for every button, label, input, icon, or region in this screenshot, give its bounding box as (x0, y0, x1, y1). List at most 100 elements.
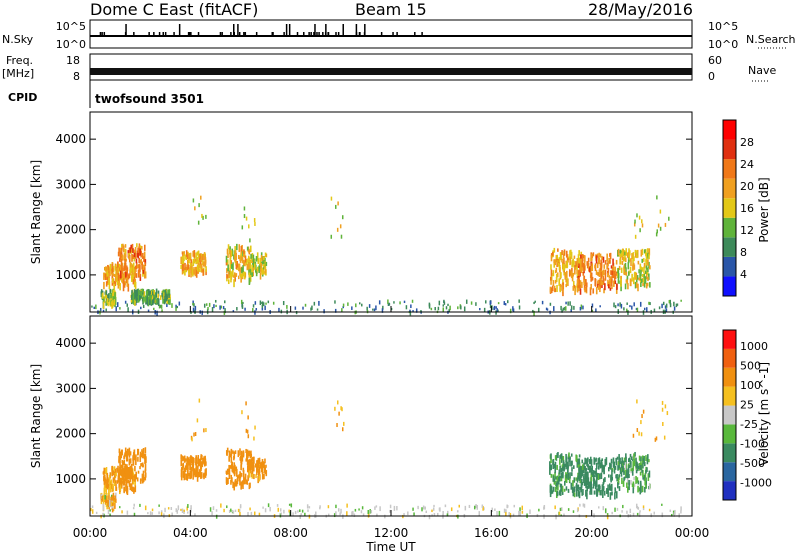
velocity-colorbar-label: Velocity [m s^-1] (757, 362, 771, 466)
data-cell (601, 270, 604, 277)
data-cell (132, 274, 134, 280)
data-cell (564, 306, 566, 311)
data-cell (567, 278, 569, 287)
data-cell (224, 300, 226, 304)
data-cell (292, 512, 294, 517)
data-cell (186, 468, 189, 473)
data-cell (249, 274, 252, 282)
data-cell (109, 509, 111, 512)
data-cell (232, 450, 234, 454)
data-cell (668, 299, 671, 304)
data-cell (642, 258, 645, 262)
data-cell (215, 304, 217, 308)
data-cell (182, 456, 185, 461)
data-cell (562, 263, 565, 272)
data-cell (195, 469, 198, 478)
data-cell (183, 457, 186, 462)
data-cell (124, 248, 127, 254)
data-cell (128, 247, 131, 254)
data-cell (575, 265, 578, 270)
data-cell (587, 257, 590, 263)
data-cell (565, 250, 568, 258)
data-cell (308, 506, 311, 509)
data-cell (608, 474, 610, 478)
data-cell (239, 512, 241, 516)
data-cell (604, 283, 606, 291)
data-cell (200, 195, 202, 200)
data-cell (644, 270, 647, 274)
data-cell (106, 495, 108, 502)
data-cell (518, 299, 520, 303)
data-cell (580, 258, 582, 265)
colorbar-swatch (723, 198, 736, 218)
data-cell (375, 505, 378, 508)
data-cell (620, 283, 622, 292)
data-cell (583, 282, 586, 291)
data-cell (131, 475, 134, 481)
data-cell (565, 306, 567, 311)
data-cell (105, 281, 108, 287)
data-cell (340, 508, 342, 514)
data-cell (550, 453, 552, 461)
data-cell (583, 462, 585, 470)
data-cell (572, 510, 575, 513)
colorbar-swatch (723, 256, 736, 277)
data-cell (153, 307, 155, 311)
data-cell (120, 251, 122, 255)
data-cell (176, 509, 179, 514)
data-cell (208, 302, 211, 307)
data-cell (99, 310, 101, 315)
data-cell (104, 273, 107, 281)
data-cell (258, 457, 261, 462)
data-cell (375, 305, 377, 311)
data-cell (253, 511, 256, 516)
data-cell (181, 269, 184, 275)
data-cell (90, 508, 92, 512)
data-cell (142, 269, 145, 274)
data-cell (262, 266, 265, 270)
data-cell (114, 292, 116, 299)
data-cell (232, 481, 234, 489)
data-cell (644, 478, 646, 486)
data-cell (384, 514, 386, 519)
data-cell (261, 256, 263, 261)
data-cell (262, 264, 265, 268)
data-cell (578, 467, 581, 475)
data-cell (556, 480, 559, 486)
data-cell (553, 463, 556, 469)
data-cell (125, 258, 127, 262)
data-cell (230, 451, 232, 458)
data-cell (583, 260, 586, 267)
data-cell (129, 262, 132, 268)
data-cell (198, 398, 201, 403)
data-cell (599, 253, 602, 258)
data-cell (100, 500, 103, 505)
data-cell (193, 250, 196, 258)
data-cell (139, 451, 142, 457)
data-cell (245, 401, 247, 406)
data-cell (105, 290, 108, 295)
data-cell (205, 428, 207, 433)
data-cell (584, 287, 586, 293)
data-cell (111, 264, 113, 272)
data-cell (607, 489, 609, 497)
data-cell (107, 499, 109, 507)
data-cell (228, 271, 230, 278)
data-cell (122, 283, 125, 292)
data-cell (661, 407, 664, 412)
data-cell (572, 285, 575, 291)
data-cell (602, 486, 605, 490)
data-cell (607, 279, 609, 287)
colorbar-swatch (723, 367, 736, 387)
data-cell (144, 472, 147, 478)
data-cell (131, 290, 133, 294)
data-cell (635, 272, 638, 280)
data-cell (609, 483, 611, 491)
data-cell (240, 472, 243, 477)
data-cell (626, 308, 628, 312)
data-cell (378, 300, 381, 305)
data-cell (403, 513, 405, 516)
data-cell (615, 259, 618, 265)
data-cell (248, 224, 250, 229)
data-cell (496, 511, 498, 516)
